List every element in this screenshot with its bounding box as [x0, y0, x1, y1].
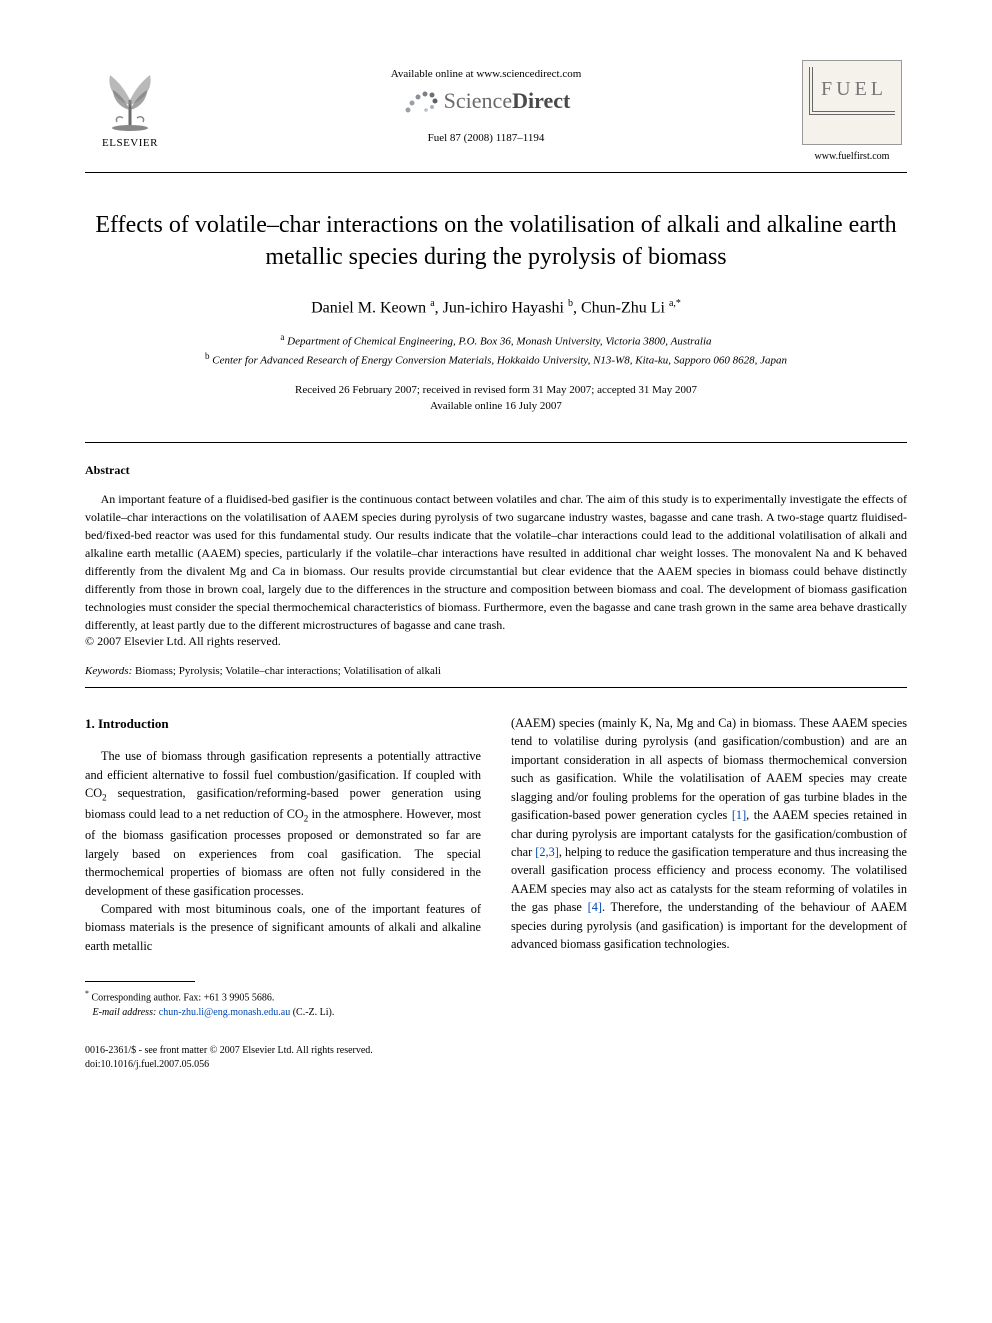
author-3: Chun-Zhu Li	[581, 299, 665, 316]
article-title: Effects of volatile–char interactions on…	[85, 209, 907, 274]
author-1: Daniel M. Keown	[311, 299, 426, 316]
abstract-text: An important feature of a fluidised-bed …	[85, 490, 907, 634]
footnote-corr-text: Corresponding author. Fax: +61 3 9905 56…	[89, 993, 274, 1004]
section-1-heading: 1. Introduction	[85, 714, 481, 734]
affil-b-text: Center for Advanced Research of Energy C…	[212, 355, 787, 367]
elsevier-label: ELSEVIER	[102, 137, 158, 149]
affil-a-text: Department of Chemical Engineering, P.O.…	[287, 336, 711, 348]
abstract-heading: Abstract	[85, 463, 907, 478]
sd-bold: Direct	[512, 88, 570, 113]
author-3-sup: a,*	[669, 298, 681, 309]
ref-link-4[interactable]: [4]	[588, 900, 602, 914]
header-row: ELSEVIER Available online at www.science…	[85, 60, 907, 162]
intro-para-2: Compared with most bituminous coals, one…	[85, 900, 481, 955]
fuel-logo-inner: FUEL	[809, 67, 895, 115]
article-dates: Received 26 February 2007; received in r…	[85, 383, 907, 414]
author-2: Jun-ichiro Hayashi	[443, 299, 564, 316]
intro-para-continued: (AAEM) species (mainly K, Na, Mg and Ca)…	[511, 714, 907, 954]
abstract-copyright: © 2007 Elsevier Ltd. All rights reserved…	[85, 634, 907, 649]
journal-reference: Fuel 87 (2008) 1187–1194	[428, 132, 545, 144]
rp-a: (AAEM) species (mainly K, Na, Mg and Ca)…	[511, 716, 907, 822]
sciencedirect-swirl-icon	[402, 86, 438, 116]
fuel-block: FUEL www.fuelfirst.com	[797, 60, 907, 162]
header-rule	[85, 172, 907, 173]
ref-link-2-3[interactable]: [2,3]	[535, 845, 559, 859]
affiliations: a Department of Chemical Engineering, P.…	[85, 331, 907, 369]
left-column: 1. Introduction The use of biomass throu…	[85, 714, 481, 1020]
elsevier-tree-icon	[95, 60, 165, 135]
page-container: ELSEVIER Available online at www.science…	[0, 0, 992, 1122]
fuel-url: www.fuelfirst.com	[815, 151, 890, 162]
fuel-logo-text: FUEL	[821, 78, 887, 101]
header-center: Available online at www.sciencedirect.co…	[175, 60, 797, 144]
body-columns: 1. Introduction The use of biomass throu…	[85, 714, 907, 1020]
sciencedirect-logo: ScienceDirect	[402, 86, 571, 116]
footer-line1: 0016-2361/$ - see front matter © 2007 El…	[85, 1045, 373, 1056]
ref-link-1[interactable]: [1]	[732, 808, 746, 822]
keywords-text: Biomass; Pyrolysis; Volatile–char intera…	[132, 665, 441, 677]
footnote-rule	[85, 981, 195, 982]
footnote-email-suffix: (C.-Z. Li).	[290, 1007, 334, 1018]
keywords-label: Keywords:	[85, 665, 132, 677]
fuel-journal-logo: FUEL	[802, 60, 902, 145]
affil-a-sup: a	[280, 332, 284, 342]
author-1-sup: a	[430, 298, 434, 309]
intro-para-1: The use of biomass through gasification …	[85, 747, 481, 900]
keywords-line: Keywords: Biomass; Pyrolysis; Volatile–c…	[85, 665, 907, 677]
author-2-sup: b	[568, 298, 573, 309]
dates-line1: Received 26 February 2007; received in r…	[295, 384, 697, 396]
footnote-email-label: E-mail address:	[93, 1007, 157, 1018]
authors-line: Daniel M. Keown a, Jun-ichiro Hayashi b,…	[85, 298, 907, 317]
available-online-text: Available online at www.sciencedirect.co…	[391, 68, 582, 80]
abstract-top-rule	[85, 442, 907, 443]
footer-line2: doi:10.1016/j.fuel.2007.05.056	[85, 1059, 209, 1070]
affil-b-sup: b	[205, 351, 210, 361]
page-footer: 0016-2361/$ - see front matter © 2007 El…	[85, 1044, 907, 1072]
sciencedirect-wordmark: ScienceDirect	[444, 88, 571, 114]
right-column: (AAEM) species (mainly K, Na, Mg and Ca)…	[511, 714, 907, 1020]
elsevier-block: ELSEVIER	[85, 60, 175, 149]
sd-light: Science	[444, 88, 512, 113]
corresponding-footnote: * Corresponding author. Fax: +61 3 9905 …	[85, 988, 481, 1019]
abstract-bottom-rule	[85, 687, 907, 688]
corresponding-email-link[interactable]: chun-zhu.li@eng.monash.edu.au	[159, 1007, 290, 1018]
dates-line2: Available online 16 July 2007	[430, 400, 562, 412]
